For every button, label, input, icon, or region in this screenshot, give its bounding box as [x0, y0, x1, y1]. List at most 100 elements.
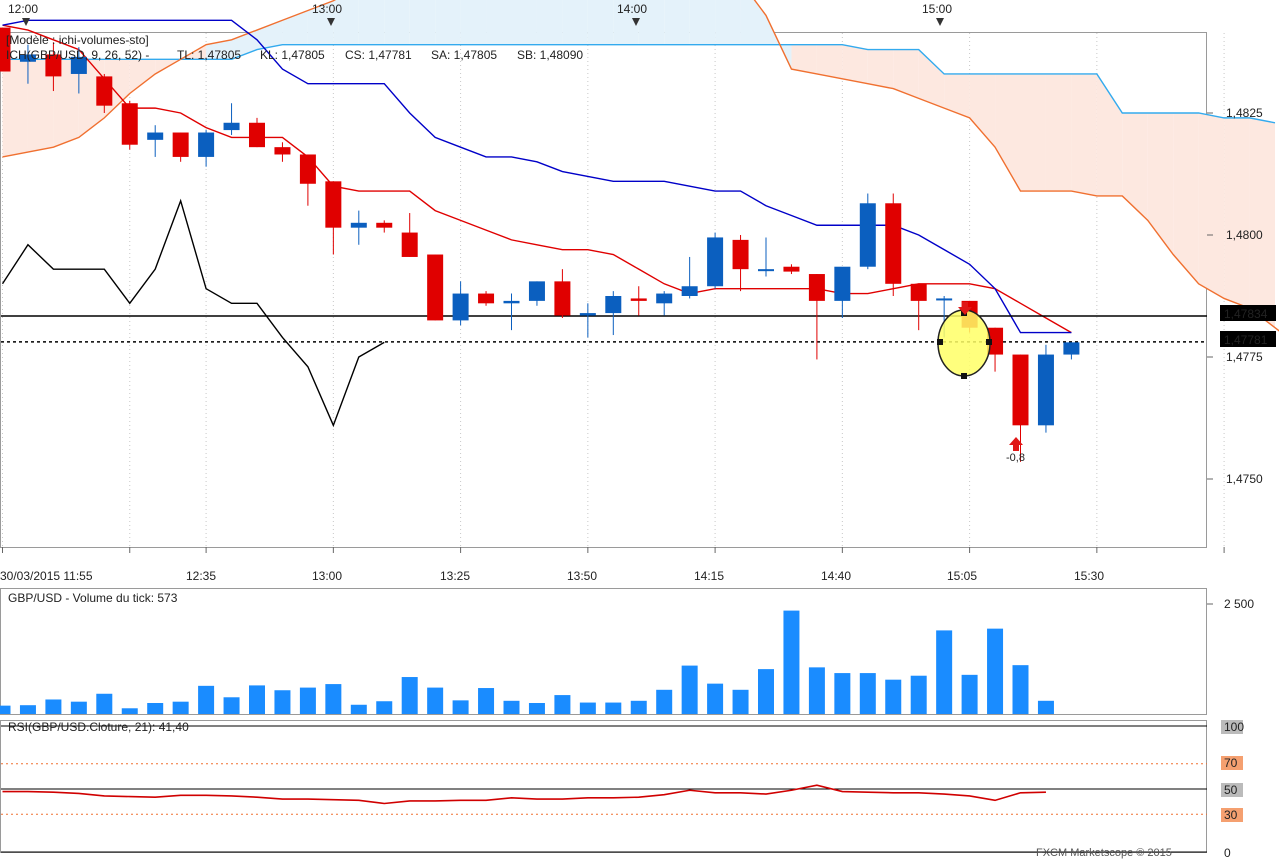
rsi-tick-100: 100 — [1224, 720, 1244, 734]
senkou-span-b-line — [2, 43, 1276, 124]
cloud-segment — [129, 59, 156, 94]
chikou-line — [1, 198, 385, 428]
time-marker-icon[interactable] — [22, 18, 30, 26]
cloud-segment — [1147, 113, 1174, 255]
volume-bar — [630, 700, 647, 714]
candle-down — [96, 76, 113, 106]
volume-bar — [147, 703, 164, 714]
candle-up — [528, 281, 545, 301]
candle-down — [274, 147, 291, 155]
volume-bar — [834, 673, 851, 714]
cloud-segment — [257, 20, 283, 50]
time-marker-icon[interactable] — [936, 18, 944, 26]
candle-up — [859, 203, 876, 267]
candle-up — [452, 293, 469, 321]
volume-bar — [808, 667, 825, 714]
cloud-segment — [995, 73, 1021, 192]
volume-tick-label: 2 500 — [1224, 597, 1254, 611]
price-tick-label: 1,4800 — [1226, 228, 1263, 242]
volume-bar — [0, 705, 11, 714]
candle-down — [478, 293, 495, 304]
volume-bar — [503, 700, 520, 714]
ich-label: ICH(GBP/USD, 9, 26, 52) - — [6, 48, 149, 62]
candle-down — [554, 281, 571, 316]
volume-bar — [528, 703, 545, 714]
watermark: FXCM Marketscope © 2015 — [1036, 847, 1172, 859]
time-marker-icon[interactable] — [632, 18, 640, 26]
candle-down — [0, 27, 11, 72]
volume-bar — [198, 685, 215, 714]
candle-down — [1012, 354, 1029, 426]
volume-bar — [70, 701, 87, 714]
cloud-segment — [435, 0, 461, 45]
time-axis: 30/03/2015 11:55 12:35 13:00 13:25 13:50… — [0, 569, 1104, 583]
candle-down — [299, 154, 316, 184]
candle-down — [783, 266, 800, 272]
volume-bar — [45, 699, 62, 714]
sa-label: SA: 1,47805 — [431, 48, 497, 62]
candle-up — [681, 286, 698, 296]
volume-bar — [656, 689, 673, 714]
volume-bar — [885, 679, 902, 714]
cloud-segment — [867, 49, 894, 89]
candle-up — [758, 269, 774, 272]
ichimoku-cloud — [2, 0, 1275, 328]
price-tick-label: 1,4750 — [1226, 472, 1263, 486]
volume-bar — [478, 688, 495, 714]
cloud-segment — [638, 0, 665, 45]
volume-bar — [707, 683, 724, 714]
volume-bar — [681, 665, 698, 714]
time-axis-label: 30/03/2015 11:55 — [0, 569, 93, 583]
time-axis-label: 15:05 — [947, 569, 977, 583]
highlight-ellipse[interactable] — [937, 309, 991, 377]
cloud-segment — [333, 0, 359, 45]
candle-down — [630, 298, 647, 301]
candle-up — [656, 293, 673, 304]
signal-value-label: -0,8 — [1006, 452, 1025, 464]
volume-bar — [452, 700, 469, 714]
candle-up — [707, 237, 724, 287]
volume-bar — [936, 630, 953, 714]
cs-label: CS: 1,47781 — [345, 48, 412, 62]
volume-bar — [325, 684, 342, 714]
tl-label: TL: 1,47805 — [177, 48, 241, 62]
rsi-panel-lines — [1, 725, 1207, 853]
volume-panel-title: GBP/USD - Volume du tick: 573 — [8, 591, 178, 605]
candle-up — [19, 54, 36, 62]
price-tick-label: 1,4825 — [1226, 106, 1263, 120]
candle-down — [808, 274, 825, 301]
time-axis-label: 15:30 — [1074, 569, 1104, 583]
candle-up — [70, 56, 87, 74]
cloud-segment — [1020, 73, 1046, 192]
time-axis-label: 13:25 — [440, 569, 470, 583]
candle-up — [198, 132, 215, 157]
cloud-segment — [2, 59, 28, 157]
price-tick-label: 1,4775 — [1226, 350, 1263, 364]
cloud-segment — [969, 73, 996, 148]
current-price-badge — [1220, 331, 1276, 347]
time-marker-icon[interactable] — [327, 18, 335, 26]
candle-down — [325, 181, 342, 228]
cloud-segment — [740, 0, 766, 45]
signal-annotation[interactable]: -0,8 — [937, 302, 1025, 464]
volume-bar — [350, 704, 367, 714]
cloud-segment — [1224, 117, 1250, 309]
cloud-segment — [409, 0, 436, 45]
time-axis-label: 14:40 — [821, 569, 851, 583]
time-axis-label: 14:15 — [694, 569, 724, 583]
cloud-segment — [664, 0, 690, 45]
time-axis-label: 12:35 — [186, 569, 216, 583]
volume-bar — [732, 689, 749, 714]
candle-down — [45, 54, 62, 77]
candle-up — [605, 296, 622, 314]
cloud-segment — [613, 0, 639, 45]
cloud-segment — [689, 0, 716, 45]
cloud-segment — [587, 0, 614, 45]
sb-label: SB: 1,48090 — [517, 48, 583, 62]
candle-down — [732, 239, 749, 270]
kl-label: KL: 1,47805 — [260, 48, 325, 62]
rsi-line — [2, 784, 1046, 805]
level-price-label: 1,47834 — [1224, 307, 1268, 321]
candle-down — [121, 103, 138, 145]
senkou-span-a-line — [2, 0, 1279, 332]
